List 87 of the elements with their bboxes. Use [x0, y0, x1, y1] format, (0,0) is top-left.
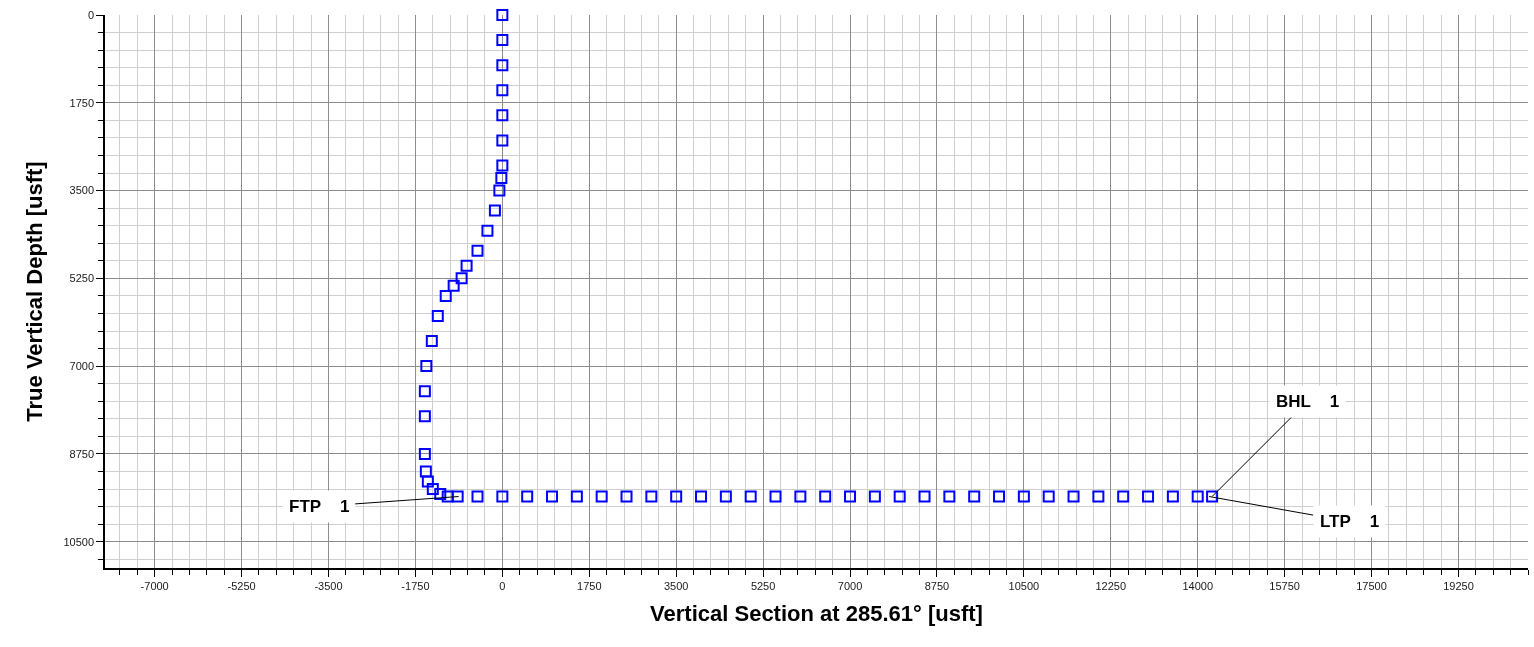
point	[488, 204, 501, 217]
point	[493, 184, 506, 197]
x-tick-label: 14000	[1182, 579, 1214, 592]
point	[868, 490, 881, 503]
y-tick-label: 8750	[69, 447, 95, 460]
x-tick-label: -7000	[140, 579, 169, 592]
point	[471, 490, 484, 503]
x-tick-label: 15750	[1269, 579, 1300, 592]
point	[1067, 490, 1080, 503]
point	[418, 447, 431, 460]
point	[447, 279, 460, 292]
point	[1042, 490, 1055, 503]
point	[431, 309, 444, 322]
point	[455, 272, 468, 285]
point	[645, 490, 658, 503]
point	[819, 490, 832, 503]
y-tick-label: 10500	[63, 535, 95, 548]
point	[496, 109, 509, 122]
point	[844, 490, 857, 503]
point	[943, 490, 956, 503]
annotation: FTP 1	[289, 497, 350, 516]
point	[744, 490, 757, 503]
point	[426, 483, 439, 495]
point	[418, 410, 431, 423]
y-tick-label: 5250	[69, 272, 95, 285]
point	[521, 490, 534, 503]
point	[719, 490, 732, 503]
point	[1017, 490, 1030, 503]
y-tick-label: 0	[87, 8, 95, 21]
point	[425, 335, 438, 348]
point	[769, 490, 782, 503]
point	[918, 490, 931, 503]
point	[670, 490, 683, 503]
point	[496, 490, 509, 503]
x-tick-label: -5250	[227, 579, 256, 592]
point	[441, 490, 454, 503]
point	[794, 490, 807, 503]
y-tick-label: 3500	[69, 184, 95, 197]
point	[893, 490, 906, 503]
point	[496, 34, 509, 47]
annotation: BHL 1	[1276, 392, 1340, 411]
point	[695, 490, 708, 503]
x-axis-title: Vertical Section at 285.61° [usft]	[650, 601, 983, 627]
x-tick-label: -3500	[314, 579, 343, 592]
x-tick-label: 12250	[1095, 579, 1127, 592]
point	[451, 490, 464, 503]
point	[496, 59, 509, 72]
y-tick-label: 1750	[69, 96, 95, 109]
point	[993, 490, 1006, 503]
x-tick-label: 8750	[924, 579, 950, 592]
x-tick-label: 7000	[837, 579, 863, 592]
point	[434, 488, 447, 501]
point	[546, 490, 559, 503]
point	[471, 244, 484, 257]
point	[419, 465, 432, 478]
point	[1191, 490, 1204, 503]
x-tick-label: 5250	[750, 579, 776, 592]
point	[1166, 490, 1179, 503]
point	[496, 159, 509, 172]
y-axis-title: True Vertical Depth [usft]	[21, 161, 47, 422]
point	[495, 172, 508, 185]
annotation: LTP 1	[1320, 512, 1380, 531]
x-tick-label: 10500	[1008, 579, 1040, 592]
point	[421, 475, 434, 488]
point	[1092, 490, 1105, 503]
x-tick-label: 1750	[577, 579, 602, 592]
point	[418, 385, 431, 398]
point	[481, 224, 494, 237]
point	[460, 259, 473, 272]
x-tick-label: 19250	[1443, 579, 1474, 592]
point	[1117, 490, 1130, 503]
point	[496, 84, 509, 97]
x-tick-label: -1750	[401, 579, 430, 592]
point	[420, 360, 433, 373]
x-tick-label: 0	[499, 579, 506, 592]
point	[496, 9, 509, 21]
point	[620, 490, 633, 503]
point	[496, 134, 509, 147]
point	[570, 490, 583, 503]
y-tick-label: 7000	[69, 359, 95, 372]
x-tick-label: 17500	[1356, 579, 1387, 592]
point	[439, 289, 452, 302]
point	[595, 490, 608, 503]
point	[1206, 490, 1219, 503]
point	[1142, 490, 1155, 503]
x-tick-label: 3500	[663, 579, 689, 592]
point	[968, 490, 981, 503]
